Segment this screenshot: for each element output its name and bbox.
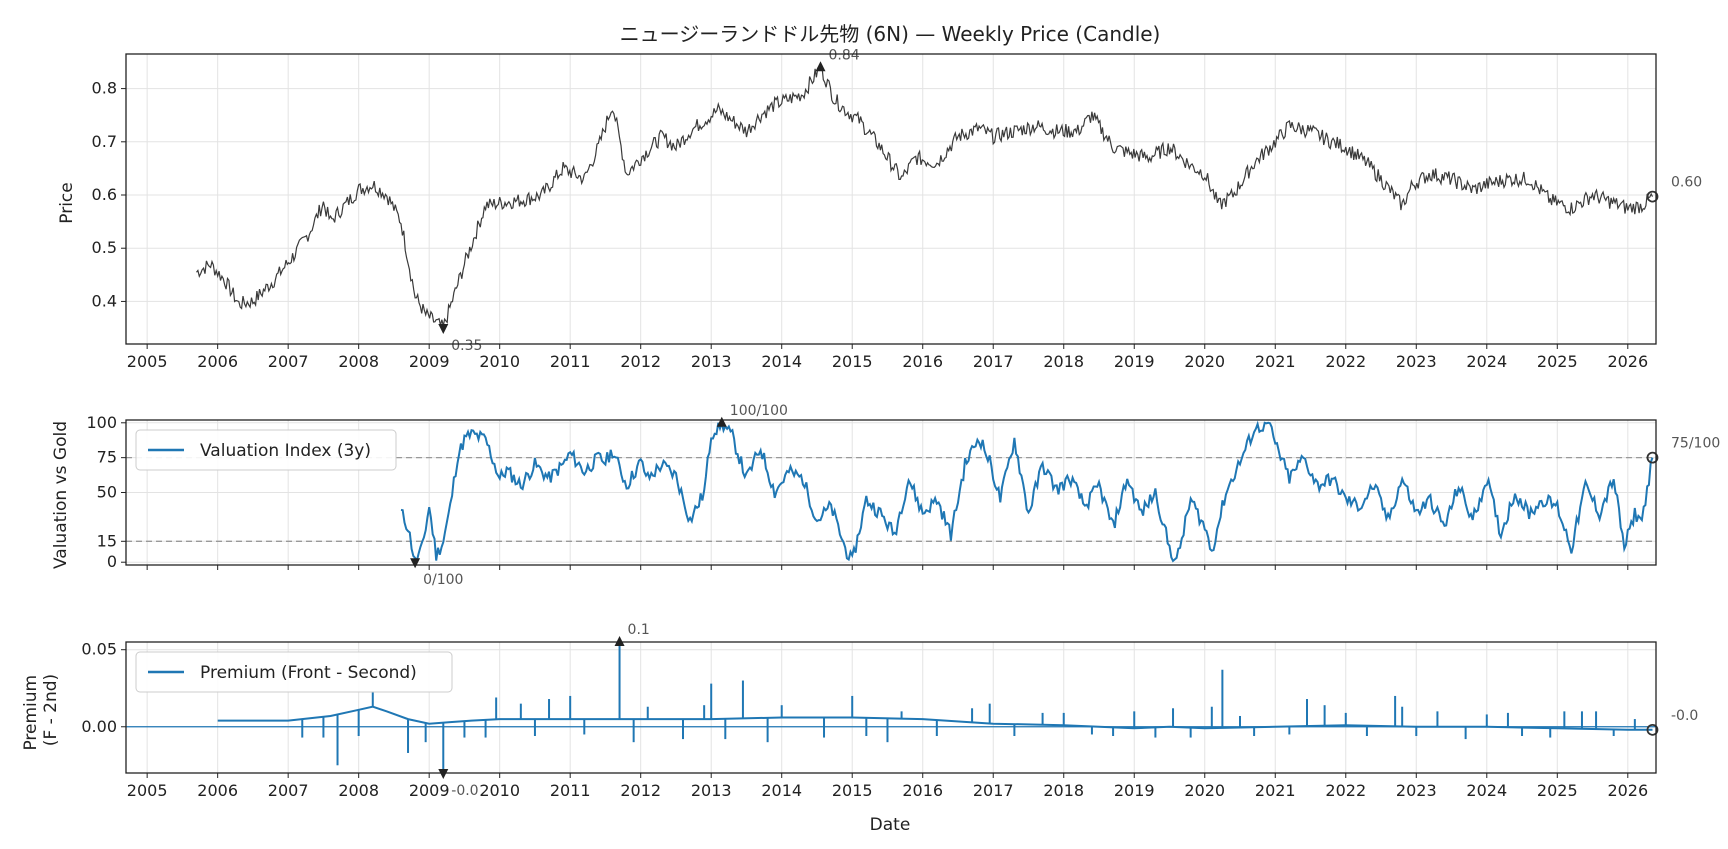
x-tick-label: 2007 [268, 781, 309, 800]
x-tick-label: 2006 [197, 781, 238, 800]
y-tick-label: 0.5 [92, 238, 117, 257]
x-tick-label: 2021 [1255, 781, 1296, 800]
x-tick-label: 2014 [761, 781, 802, 800]
x-tick-label: 2015 [832, 781, 873, 800]
x-tick-label: 2018 [1043, 781, 1084, 800]
premium-panel: Premium (F - 2nd) Date 0.00 0.05 2005 2006 2… [21, 622, 1698, 835]
x-tick-label: 2026 [1607, 352, 1648, 371]
x-tick-label: 2013 [691, 781, 732, 800]
price-series-line [196, 65, 1654, 327]
legend: Premium (Front - Second) [135, 651, 453, 693]
max-annotation: 0.84 [828, 47, 859, 63]
x-tick-label: 2013 [691, 352, 732, 371]
x-tick-label: 2014 [761, 352, 802, 371]
premium-axis-label-line2: (F - 2nd) [41, 674, 61, 746]
price-axis-label: Price [57, 182, 77, 223]
x-tick-label: 2005 [127, 352, 168, 371]
y-tick-label: 0.4 [92, 291, 117, 310]
y-tick-label: 0 [107, 552, 117, 571]
y-tick-label: 100 [86, 413, 117, 432]
max-annotation: 0.1 [628, 622, 650, 638]
max-marker [815, 61, 826, 72]
x-tick-label: 2017 [973, 781, 1014, 800]
x-tick-label: 2025 [1537, 781, 1578, 800]
x-tick-label: 2008 [338, 352, 379, 371]
x-tick-label: 2009 [409, 352, 450, 371]
x-tick-label: 2017 [973, 352, 1014, 371]
x-tick-label: 2024 [1466, 781, 1507, 800]
max-marker [614, 636, 625, 646]
last-annotation: -0.0 [1671, 708, 1698, 724]
x-tick-label: 2023 [1396, 781, 1437, 800]
min-annotation: 0/100 [423, 572, 463, 588]
y-tick-label: 0.7 [92, 132, 117, 151]
x-tick-label: 2021 [1255, 352, 1296, 371]
y-tick-label: 0.05 [81, 640, 117, 659]
valuation-series-line [400, 418, 1654, 564]
x-tick-label: 2026 [1607, 781, 1648, 800]
x-tick-label: 2005 [127, 781, 168, 800]
y-tick-label: 15 [97, 531, 117, 550]
x-tick-label: 2016 [902, 352, 943, 371]
legend-label: Valuation Index (3y) [200, 441, 371, 461]
x-tick-label: 2020 [1184, 781, 1225, 800]
x-tick-label: 2010 [479, 352, 520, 371]
plot-frame [125, 641, 1657, 774]
max-annotation: 100/100 [730, 403, 788, 419]
x-tick-label: 2025 [1537, 352, 1578, 371]
plot-frame [125, 419, 1657, 566]
min-marker [410, 558, 421, 569]
x-tick-label: 2018 [1043, 352, 1084, 371]
price-panel: Price 0.4 0.5 0.6 0.7 0.8 2005 2006 2007 2008 200… [57, 47, 1702, 371]
last-annotation: 0.60 [1671, 175, 1702, 191]
x-tick-label: 2024 [1466, 352, 1507, 371]
plot-frame [125, 53, 1657, 345]
last-marker [1646, 451, 1659, 464]
valuation-panel: Valuation vs Gold 0 15 50 75 100 Valuation In… [51, 403, 1720, 588]
legend-box [135, 429, 397, 471]
y-tick-label: 0.00 [81, 717, 117, 736]
x-tick-label: 2022 [1325, 352, 1366, 371]
x-tick-label: 2012 [620, 781, 661, 800]
x-tick-label: 2011 [550, 352, 591, 371]
min-marker [438, 324, 449, 335]
legend-box [135, 651, 453, 693]
y-tick-label: 0.8 [92, 79, 117, 98]
x-tick-label: 2011 [550, 781, 591, 800]
x-tick-label: 2007 [268, 352, 309, 371]
x-tick-label: 2019 [1114, 781, 1155, 800]
legend: Valuation Index (3y) [135, 429, 397, 471]
x-tick-label: 2020 [1184, 352, 1225, 371]
x-tick-label: 2023 [1396, 352, 1437, 371]
premium-axis-label: Premium (F - 2nd) [21, 669, 61, 750]
x-tick-label: 2016 [902, 781, 943, 800]
x-tick-label: 2009 [409, 781, 450, 800]
x-tick-label: 2006 [197, 352, 238, 371]
premium-axis-label-line1: Premium [21, 675, 41, 751]
x-tick-label: 2019 [1114, 352, 1155, 371]
last-marker [1646, 723, 1659, 736]
last-marker [1646, 190, 1659, 203]
x-tick-label: 2022 [1325, 781, 1366, 800]
x-tick-label: 2015 [832, 352, 873, 371]
y-tick-label: 0.6 [92, 185, 117, 204]
valuation-axis-label: Valuation vs Gold [51, 421, 71, 569]
min-annotation: -0.0 [451, 783, 478, 799]
last-annotation: 75/100 [1671, 436, 1720, 452]
x-axis-label: Date [870, 815, 911, 835]
x-tick-label: 2012 [620, 352, 661, 371]
min-annotation: 0.35 [451, 338, 482, 354]
x-tick-label: 2010 [479, 781, 520, 800]
y-tick-label: 75 [97, 448, 117, 467]
max-marker [716, 416, 727, 427]
x-tick-label: 2008 [338, 781, 379, 800]
legend-label: Premium (Front - Second) [200, 663, 417, 683]
y-tick-label: 50 [97, 483, 117, 502]
chart-title: ニュージーランドドル先物 (6N) — Weekly Price (Candle… [620, 22, 1161, 46]
min-marker [438, 769, 449, 779]
